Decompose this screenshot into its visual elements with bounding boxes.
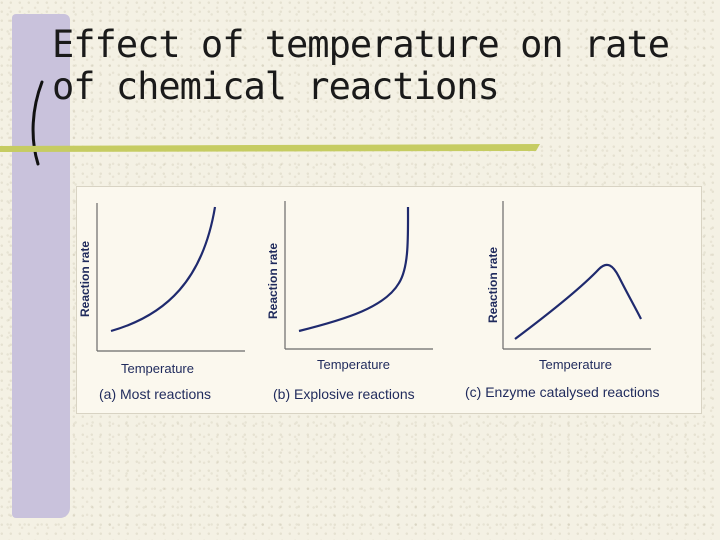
decorative-parenthesis [31, 80, 44, 166]
slide-title-line-2: of chemical reactions [52, 65, 500, 108]
figure-canvas: Reaction rate Temperature (a) Most react… [78, 201, 660, 402]
title-underline [0, 144, 540, 152]
panel-b-curve [298, 206, 410, 333]
panel-c-caption: (c) Enzyme catalysed reactions [465, 384, 660, 400]
panel-a-caption: (a) Most reactions [99, 386, 211, 402]
reaction-rate-figure: Reaction rate Temperature (a) Most react… [76, 186, 702, 414]
panel-c-xlabel: Temperature [539, 357, 612, 372]
panel-b-ylabel: Reaction rate [266, 243, 280, 319]
panel-c-ylabel: Reaction rate [486, 247, 500, 323]
panel-b-caption: (b) Explosive reactions [273, 386, 415, 402]
panel-b: Reaction rate Temperature (b) Explosive … [266, 201, 433, 402]
slide-title: Effect of temperature on rate of chemica… [52, 24, 702, 108]
panel-a-ylabel: Reaction rate [78, 241, 92, 317]
slide-title-line-1: Effect of temperature on rate [52, 23, 670, 66]
panel-a-xlabel: Temperature [121, 361, 194, 376]
panel-c: Reaction rate Temperature (c) Enzyme cat… [465, 201, 660, 400]
decorative-side-bar [12, 14, 70, 518]
panel-a-curve [110, 206, 217, 333]
panel-b-xlabel: Temperature [317, 357, 390, 372]
panel-c-curve [514, 263, 642, 340]
panel-a: Reaction rate Temperature (a) Most react… [78, 203, 245, 402]
